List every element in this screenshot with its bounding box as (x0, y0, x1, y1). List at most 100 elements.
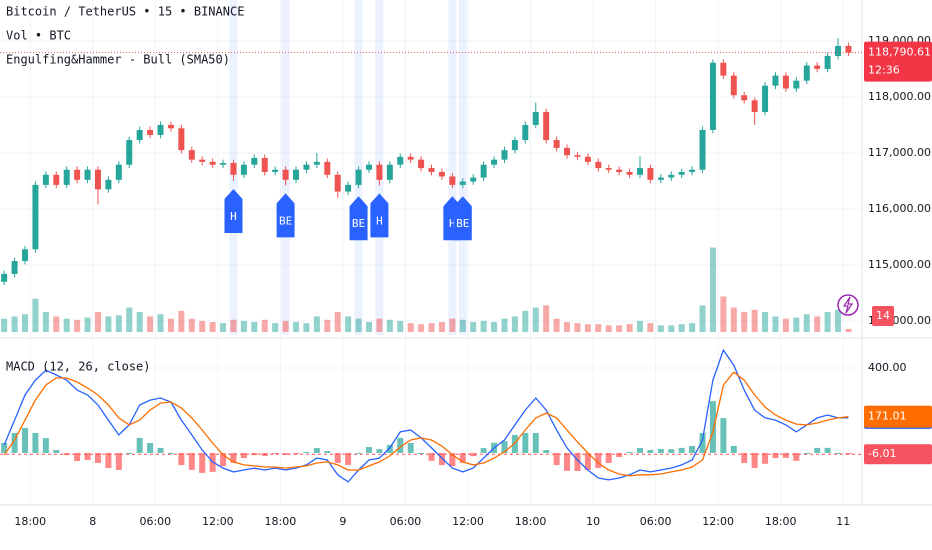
histogram-bar (22, 427, 29, 453)
signal-label: H (376, 214, 383, 227)
candle-body (397, 156, 404, 165)
volume-bar (251, 322, 258, 332)
candle-body (605, 168, 612, 170)
histogram-bar (63, 452, 70, 456)
candle-body (376, 164, 383, 180)
candle-body (480, 164, 487, 178)
volume-bar (407, 323, 414, 332)
volume-bar (303, 323, 310, 332)
histogram-bar (74, 452, 81, 462)
volume-bar (272, 323, 279, 332)
histogram-bar (689, 445, 696, 453)
volume-bar (647, 323, 654, 332)
signal-label: BE (352, 217, 365, 230)
candle-body (647, 168, 654, 180)
histogram-bar (407, 442, 414, 453)
histogram-bar (459, 452, 466, 463)
volume-bar (376, 318, 383, 332)
histogram-bar (313, 448, 320, 453)
overlay-layer: HBEBEHHBE118,790.6112:3614165.00171.01-6… (0, 41, 932, 465)
candle-body (11, 261, 18, 274)
histogram-bar (782, 452, 789, 458)
x-tick-label: 8 (89, 515, 96, 528)
histogram-bar (324, 451, 331, 453)
histogram-bar (272, 452, 279, 455)
volume-bar (564, 322, 571, 332)
x-tick-label: 12:00 (702, 515, 734, 528)
histogram-bar (147, 442, 154, 453)
candle-body (199, 159, 206, 162)
histogram-bar (126, 452, 133, 454)
candle-body (772, 75, 779, 86)
histogram-bar (501, 441, 508, 453)
candle-body (532, 112, 539, 125)
signal-label: BE (456, 217, 469, 230)
candle-body (407, 156, 414, 160)
histogram-bar (657, 448, 664, 453)
histogram-bar (105, 452, 112, 469)
volume-bar (42, 312, 49, 332)
candle-body (84, 169, 91, 180)
volume-bar (657, 325, 664, 332)
volume-bar (428, 323, 435, 332)
volume-bar (334, 312, 341, 332)
signal-marker (224, 188, 243, 233)
histogram-bar (240, 452, 247, 459)
histogram-bar (157, 447, 164, 453)
histogram-bar (11, 433, 18, 453)
volume-bar (418, 324, 425, 332)
candle-body (636, 168, 643, 175)
volume-bar (438, 322, 445, 332)
candle-body (188, 150, 195, 160)
volume-bar (480, 320, 487, 332)
candle-body (63, 169, 70, 185)
volume-bar (240, 320, 247, 332)
histogram-bar (584, 452, 591, 470)
histogram-bar (480, 448, 487, 453)
volume-bar (126, 307, 133, 332)
candle-body (782, 75, 789, 89)
candle-body (793, 80, 800, 89)
candle-body (324, 161, 331, 175)
candle-body (22, 249, 29, 262)
candle-body (689, 169, 696, 172)
symbol-title: Bitcoin / TetherUS • 15 • BINANCE (6, 5, 244, 19)
histogram-bar (793, 452, 800, 461)
volume-bar (230, 319, 237, 332)
volume-bar (199, 320, 206, 332)
histogram-bar (345, 452, 352, 465)
volume-bar (616, 325, 623, 332)
histogram-bar (397, 437, 404, 453)
candle-body (386, 164, 393, 180)
volume-bar (324, 319, 331, 332)
candle-body (595, 161, 602, 169)
histogram-bar (355, 452, 362, 454)
candle-body (845, 45, 852, 53)
histogram-bar (188, 452, 195, 470)
x-tick-label: 12:00 (202, 515, 234, 528)
candle-body (626, 171, 633, 175)
alert-icon[interactable] (837, 294, 859, 316)
candle-body (699, 129, 706, 170)
signal-label: H (449, 217, 456, 230)
histogram-bar (636, 448, 643, 453)
signal-marker (453, 196, 472, 241)
x-tick-label: 9 (339, 515, 346, 528)
histogram-bar (720, 418, 727, 453)
macd-title: MACD (12, 26, close) (6, 360, 151, 374)
volume-bar (147, 316, 154, 332)
histogram-value-badge-bg (864, 444, 932, 465)
data-layer: 18:00 8 06:00 12:00 18:00 9 06:00 12:00 18:00 10 0… (1, 34, 931, 528)
histogram-bar (730, 445, 737, 453)
candle-body (345, 184, 352, 192)
volume-bar (553, 318, 560, 332)
x-tick-label: 06:00 (390, 515, 422, 528)
volume-bar (365, 322, 372, 332)
histogram-bar (616, 452, 623, 458)
histogram-bar (803, 452, 810, 454)
candle-body (74, 169, 81, 180)
y-tick-label: 118,000.00 (868, 90, 931, 103)
candle-body (835, 45, 842, 57)
volume-bar (167, 318, 174, 332)
histogram-bar (220, 452, 227, 467)
